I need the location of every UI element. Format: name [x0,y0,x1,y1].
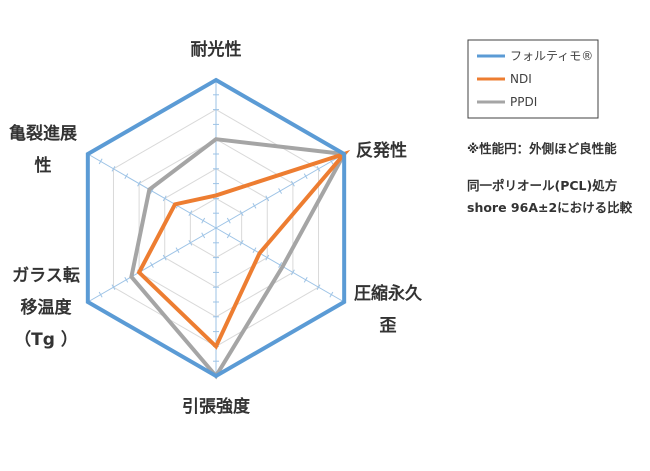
legend-label-ndi: NDI [510,72,532,86]
axis-tick [290,269,295,276]
axis-label-1: 反発性 [356,140,407,161]
axis-tick [278,188,283,194]
axis-tick [124,173,129,180]
axis-label-line: ガラス転 [12,265,80,286]
axis-tick [98,158,103,165]
axis-tick [188,239,193,246]
axis-tick [175,247,180,254]
axis-tick [226,217,231,224]
notes: ※性能円：外側ほど良性能 同一ポリオール(PCL)処方 shore 96A±2に… [467,141,633,215]
axis-tick [188,210,193,217]
axis-label-4: ガラス転移温度 （Tg ） [12,265,80,350]
axis-tick [201,232,206,239]
axis-tick [290,180,295,187]
axis-label-5: 亀裂進展性 [9,123,77,176]
radar-series [85,77,351,380]
axis-label-0: 耐光性 [191,39,242,60]
axis-label-line: 移温度 [21,297,73,318]
axis-label-line: 反発性 [356,140,407,161]
axis-tick [252,247,257,254]
axis-label-line: 亀裂進展 [9,123,77,144]
axis-tick [124,276,129,283]
axis-label-3: 引張強度 [182,396,251,417]
axis-tick [239,239,244,246]
legend: フォルティモ® NDI PPDI [467,39,599,119]
series-ppdi-line [129,137,348,380]
axis-label-line: 性 [35,155,52,176]
series--line [85,77,347,379]
note-performance: ※性能円：外側ほど良性能 [467,141,617,156]
axis-tick [265,254,270,261]
axis-tick [303,276,308,283]
axis-tick [149,262,154,268]
axis-label-line: （Tg ） [14,329,78,350]
legend-label-ppdi: PPDI [510,95,537,109]
axis-label-line: 圧縮永久 [354,283,422,304]
axis-tick [265,195,270,202]
axis-tick [226,232,231,239]
note-formulation: 同一ポリオール(PCL)処方 [467,178,617,193]
axis-tick [316,165,321,172]
note-hardness: shore 96A±2における比較 [467,200,633,215]
axis-tick [303,173,308,180]
axis-label-line: 引張強度 [182,396,251,417]
axis-tick [252,202,257,209]
axis-tick [201,217,206,224]
axis-label-line: 歪 [380,316,397,336]
axis-tick [98,291,103,298]
axis-tick [111,165,116,172]
axis-tick [278,262,283,268]
axis-tick [329,291,334,298]
axis-tick [316,284,321,291]
axis-tick [111,284,116,291]
axis-tick [162,195,167,202]
axis-tick [137,180,142,187]
axis-label-line: 耐光性 [191,39,242,60]
legend-label-fortimo: フォルティモ® [510,49,593,63]
axis-tick [162,254,167,261]
axis-tick [239,210,244,217]
axis-label-2: 圧縮永久歪 [354,283,422,336]
